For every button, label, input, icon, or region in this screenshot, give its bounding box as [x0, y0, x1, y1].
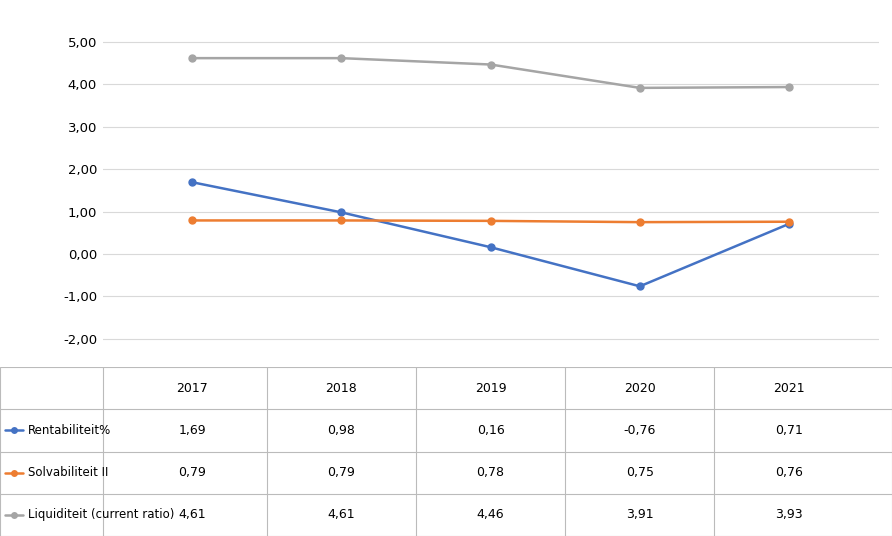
Text: 2021: 2021 — [773, 382, 805, 395]
Text: 1,69: 1,69 — [178, 424, 206, 437]
Text: Rentabiliteit%: Rentabiliteit% — [28, 424, 111, 437]
Text: 2019: 2019 — [475, 382, 507, 395]
Text: 0,78: 0,78 — [476, 466, 505, 479]
Text: 0,75: 0,75 — [626, 466, 654, 479]
Text: 0,98: 0,98 — [327, 424, 355, 437]
Text: 0,76: 0,76 — [775, 466, 803, 479]
Text: 0,79: 0,79 — [327, 466, 355, 479]
Text: 2017: 2017 — [177, 382, 208, 395]
Text: 0,16: 0,16 — [476, 424, 505, 437]
Text: 0,79: 0,79 — [178, 466, 206, 479]
Text: 2020: 2020 — [624, 382, 656, 395]
Text: 0,71: 0,71 — [775, 424, 803, 437]
Text: 3,91: 3,91 — [626, 508, 654, 522]
Text: 4,61: 4,61 — [178, 508, 206, 522]
Text: Liquiditeit (current ratio): Liquiditeit (current ratio) — [28, 508, 174, 522]
Text: Solvabiliteit II: Solvabiliteit II — [28, 466, 108, 479]
Text: 4,61: 4,61 — [327, 508, 355, 522]
Text: 4,46: 4,46 — [477, 508, 504, 522]
Text: 3,93: 3,93 — [775, 508, 803, 522]
Text: -0,76: -0,76 — [624, 424, 656, 437]
Text: 2018: 2018 — [326, 382, 357, 395]
